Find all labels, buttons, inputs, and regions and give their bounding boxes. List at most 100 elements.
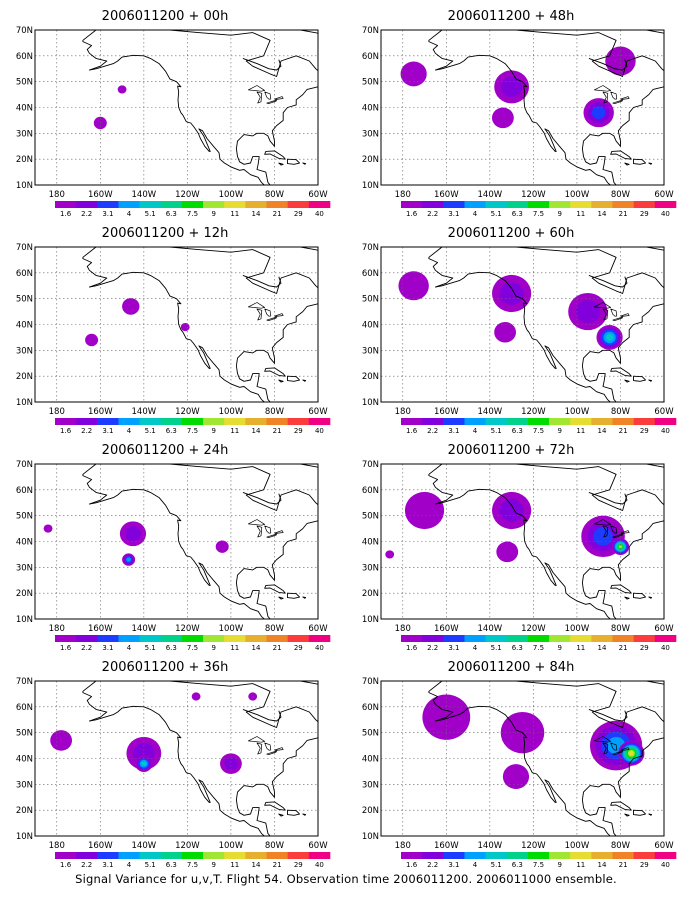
lat-label: 60N xyxy=(362,486,379,496)
colorbar-swatch xyxy=(203,635,225,642)
lat-label: 70N xyxy=(362,26,379,36)
colorbar-swatch xyxy=(633,852,656,859)
variance-contour xyxy=(499,499,524,522)
variance-contour xyxy=(500,76,523,98)
colorbar-swatch xyxy=(422,418,444,425)
colorbar-swatch xyxy=(464,635,486,642)
colorbar-label: 40 xyxy=(661,427,670,435)
colorbar-swatch xyxy=(527,418,550,425)
colorbar-label: 9 xyxy=(557,861,561,869)
colorbar-label: 11 xyxy=(230,210,239,218)
lon-label: 60W xyxy=(308,190,328,200)
variance-contour xyxy=(496,541,519,563)
lat-label: 70N xyxy=(16,243,33,253)
lat-label: 40N xyxy=(16,321,33,331)
colorbar-label: 6.3 xyxy=(166,210,177,218)
coastline xyxy=(82,681,318,836)
variance-contour xyxy=(398,271,429,301)
lat-label: 30N xyxy=(362,780,379,790)
colorbar-swatch xyxy=(181,852,204,859)
coastline xyxy=(428,464,664,619)
variance-contour xyxy=(180,322,190,332)
variance-contour xyxy=(575,300,600,323)
colorbar-label: 2.2 xyxy=(427,427,438,435)
lat-label: 40N xyxy=(362,104,379,114)
colorbar-label: 11 xyxy=(576,210,585,218)
colorbar-swatch xyxy=(527,201,550,208)
colorbar-swatch xyxy=(181,635,204,642)
lon-label: 140W xyxy=(132,407,157,417)
colorbar-label: 14 xyxy=(598,644,607,652)
colorbar-label: 29 xyxy=(294,861,303,869)
lon-label: 180 xyxy=(49,407,65,417)
colorbar-label: 5.1 xyxy=(145,644,156,652)
colorbar-label: 11 xyxy=(230,861,239,869)
lat-label: 60N xyxy=(16,703,33,713)
variance-contour xyxy=(618,545,623,549)
lat-label: 50N xyxy=(362,729,379,739)
colorbar-swatch xyxy=(287,201,310,208)
colorbar-swatch xyxy=(485,852,508,859)
colorbar-label: 11 xyxy=(576,644,585,652)
colorbar-label: 1.6 xyxy=(60,861,72,869)
colorbar-label: 7.5 xyxy=(187,427,198,435)
colorbar-label: 3.1 xyxy=(448,861,459,869)
colorbar-label: 1.6 xyxy=(406,210,418,218)
map-frame xyxy=(380,29,665,186)
lat-label: 10N xyxy=(16,398,33,408)
variance-contour xyxy=(400,61,427,87)
lon-label: 180 xyxy=(49,841,65,851)
map-frame xyxy=(34,463,319,620)
lat-label: 10N xyxy=(362,398,379,408)
colorbar-label: 7.5 xyxy=(533,861,544,869)
colorbar-swatch xyxy=(160,852,183,859)
colorbar-swatch xyxy=(266,418,288,425)
lon-label: 60W xyxy=(308,407,328,417)
lat-label: 60N xyxy=(16,486,33,496)
colorbar-label: 14 xyxy=(598,861,607,869)
colorbar-label: 7.5 xyxy=(533,210,544,218)
colorbar-swatch xyxy=(308,201,331,208)
colorbar-swatch xyxy=(287,852,310,859)
lon-label: 160W xyxy=(434,407,459,417)
colorbar-label: 4 xyxy=(473,644,478,652)
colorbar-swatch xyxy=(591,201,613,208)
colorbar-swatch xyxy=(549,635,571,642)
colorbar-label: 5.1 xyxy=(491,210,502,218)
colorbar-swatch xyxy=(464,852,486,859)
lat-label: 50N xyxy=(362,512,379,522)
colorbar-swatch xyxy=(97,201,119,208)
colorbar-swatch xyxy=(527,852,550,859)
colorbar-swatch xyxy=(308,635,331,642)
lat-label: 70N xyxy=(362,460,379,470)
map-panel: 2006011200 + 24h 10N 20N 30N 40N 50N 60N 70N 180… xyxy=(0,442,331,657)
variance-contour xyxy=(126,557,131,562)
colorbar-label: 11 xyxy=(576,861,585,869)
colorbar-label: 40 xyxy=(661,210,670,218)
colorbar-label: 29 xyxy=(294,644,303,652)
variance-contour xyxy=(502,764,530,789)
colorbar-label: 9 xyxy=(211,427,215,435)
colorbar-label: 4 xyxy=(473,861,478,869)
lon-label: 60W xyxy=(654,190,674,200)
colorbar-swatch xyxy=(549,852,571,859)
coastline xyxy=(428,30,664,185)
colorbar-label: 21 xyxy=(273,427,282,435)
map-frame xyxy=(380,246,665,403)
lat-label: 20N xyxy=(362,589,379,599)
variance-contour xyxy=(117,85,127,94)
lon-label: 80W xyxy=(611,624,631,634)
colorbar-label: 21 xyxy=(273,861,282,869)
panel-title: 2006011200 + 00h xyxy=(101,9,229,24)
colorbar-swatch xyxy=(224,201,246,208)
colorbar-label: 21 xyxy=(273,210,282,218)
variance-contour xyxy=(629,751,634,756)
colorbar-label: 14 xyxy=(252,427,261,435)
colorbar-label: 6.3 xyxy=(512,861,523,869)
colorbar-swatch xyxy=(76,852,98,859)
colorbar-label: 2.2 xyxy=(81,427,92,435)
colorbar-swatch xyxy=(633,635,656,642)
variance-map: 10N 20N 30N 40N 50N 60N 70N 180 160W 140W 120W 100W… xyxy=(16,677,331,869)
lon-label: 100W xyxy=(565,841,590,851)
lon-label: 180 xyxy=(49,624,65,634)
